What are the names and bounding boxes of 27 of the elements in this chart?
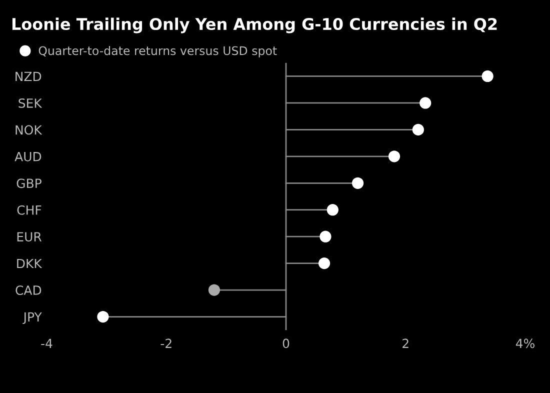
x-tick-label: -2 <box>160 338 172 348</box>
point <box>320 230 332 242</box>
point <box>388 150 400 162</box>
point <box>420 97 432 109</box>
y-tick-label: NOK <box>16 125 42 135</box>
legend-label: Quarter-to-date returns versus USD spot <box>38 46 277 58</box>
y-tick-label: CAD <box>16 286 42 295</box>
point <box>412 124 424 136</box>
point <box>326 204 338 216</box>
y-tick-label: AUD <box>14 152 42 162</box>
y-tick-label: NZD <box>16 72 42 81</box>
point <box>352 177 364 189</box>
chart-title: Loonie Trailing Only Yen Among G-10 Currencies in Q2 <box>12 18 497 34</box>
y-tick-label: EUR <box>17 232 42 242</box>
point <box>97 310 109 323</box>
y-tick-label: GBP <box>16 178 42 188</box>
y-tick-label: CHF <box>17 205 42 215</box>
point <box>482 70 494 82</box>
x-tick-label: 0 <box>282 338 290 348</box>
point <box>208 284 220 296</box>
y-tick-label: JPY <box>22 312 42 324</box>
x-tick-label: -4 <box>41 338 52 348</box>
y-tick-label: SEK <box>18 98 42 108</box>
x-tick-label: 4% <box>516 338 534 348</box>
x-tick-label: 2 <box>402 338 408 348</box>
point <box>318 258 330 270</box>
y-tick-label: DKK <box>17 258 42 268</box>
